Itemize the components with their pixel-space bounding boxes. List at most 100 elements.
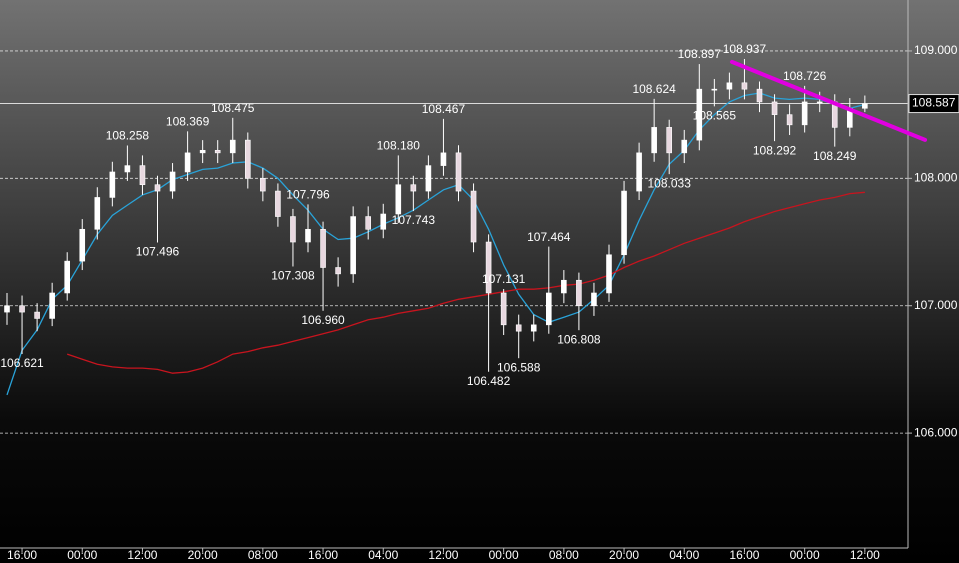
- candle-body: [4, 305, 10, 313]
- price-annotation: 106.960: [301, 313, 345, 327]
- candle-body: [139, 165, 146, 186]
- candle-body: [94, 197, 101, 230]
- candle-body: [771, 101, 778, 115]
- price-annotation: 107.496: [136, 245, 180, 259]
- price-annotation: 106.482: [467, 374, 511, 388]
- last-price-label: 108.587: [912, 96, 956, 110]
- candle-body: [606, 254, 612, 294]
- y-tick-label: 107.000: [914, 298, 958, 312]
- candle-body: [711, 88, 718, 91]
- x-tick-label: 08:00: [248, 548, 278, 562]
- price-annotation: 107.464: [527, 230, 571, 244]
- price-annotation: 108.475: [211, 101, 255, 115]
- x-tick-label: 04:00: [368, 548, 398, 562]
- candle-body: [154, 184, 161, 192]
- x-tick-label: 12:00: [850, 548, 880, 562]
- y-tick-label: 109.000: [914, 43, 958, 57]
- candle-body: [862, 103, 868, 109]
- price-annotation: 107.308: [271, 269, 315, 283]
- price-annotation: 108.180: [377, 139, 421, 153]
- candle-body: [410, 184, 417, 192]
- candle-body: [425, 165, 432, 192]
- candle-body: [816, 101, 823, 104]
- price-annotation: 108.624: [632, 82, 676, 96]
- candle-body: [651, 127, 657, 154]
- candle-body: [440, 152, 447, 166]
- x-tick-label: 00:00: [489, 548, 519, 562]
- candle-body: [756, 88, 763, 103]
- x-tick-label: 20:00: [609, 548, 639, 562]
- price-annotation: 108.937: [723, 42, 767, 56]
- candle-body: [681, 139, 688, 154]
- price-annotation: 106.588: [497, 360, 541, 374]
- price-annotation: 108.258: [106, 129, 150, 143]
- candle-body: [34, 311, 40, 319]
- price-annotation: 108.292: [753, 143, 797, 157]
- candle-body: [801, 101, 808, 126]
- price-annotation: 108.369: [166, 115, 210, 129]
- candle-body: [305, 228, 311, 243]
- candle-body: [696, 88, 703, 141]
- candle-body: [320, 228, 326, 268]
- candle-body: [591, 292, 597, 307]
- candle-body: [636, 152, 642, 192]
- candle-body: [545, 292, 552, 326]
- y-tick-label: 106.000: [914, 425, 958, 439]
- candle-body: [786, 114, 793, 126]
- x-tick-label: 16:00: [729, 548, 759, 562]
- price-annotation: 108.726: [783, 69, 827, 83]
- candle-body: [741, 82, 748, 90]
- price-annotation: 108.467: [422, 102, 466, 116]
- price-annotation: 107.796: [286, 187, 330, 201]
- candle-body: [576, 279, 582, 307]
- trendline: [729, 59, 928, 142]
- price-annotation: 107.743: [392, 213, 436, 227]
- x-tick-label: 16:00: [7, 548, 37, 562]
- moving-average-line: [66, 191, 865, 374]
- x-tick-label: 00:00: [790, 548, 820, 562]
- candle-body: [184, 152, 191, 173]
- candle-body: [726, 82, 733, 90]
- candle-body: [365, 216, 372, 230]
- candle-body: [470, 190, 477, 243]
- price-annotation: 108.033: [648, 176, 692, 190]
- x-tick-label: 08:00: [549, 548, 579, 562]
- candle-body: [380, 213, 387, 230]
- candle-body: [49, 292, 55, 319]
- x-tick-label: 04:00: [669, 548, 699, 562]
- candle-body: [214, 150, 221, 154]
- last-price-box: [908, 94, 959, 114]
- price-annotation: 106.808: [557, 332, 601, 346]
- candle-body: [199, 150, 206, 154]
- candle-body: [245, 139, 251, 179]
- candle-body: [109, 171, 116, 198]
- candle-body: [561, 279, 567, 294]
- price-annotation: 106.621: [0, 356, 44, 370]
- price-annotation: 108.249: [813, 149, 857, 163]
- candle-body: [621, 190, 627, 256]
- candle-body: [79, 228, 86, 262]
- x-tick-label: 00:00: [67, 548, 97, 562]
- candle-body: [515, 324, 522, 332]
- candle-body: [395, 184, 402, 215]
- candle-body: [19, 305, 25, 313]
- candle-body: [275, 190, 281, 217]
- price-annotation: 108.897: [678, 47, 722, 61]
- candle-body: [350, 216, 356, 275]
- candle-body: [530, 324, 537, 332]
- candle-body: [260, 178, 266, 192]
- candle-body: [229, 139, 236, 154]
- price-annotation: 107.131: [482, 272, 526, 286]
- candle-body: [500, 292, 507, 326]
- y-tick-label: 108.000: [914, 171, 958, 185]
- candle-body: [290, 216, 296, 243]
- moving-average-line: [6, 92, 866, 396]
- candle-body: [485, 241, 492, 294]
- x-tick-label: 12:00: [127, 548, 157, 562]
- candle-body: [169, 171, 176, 192]
